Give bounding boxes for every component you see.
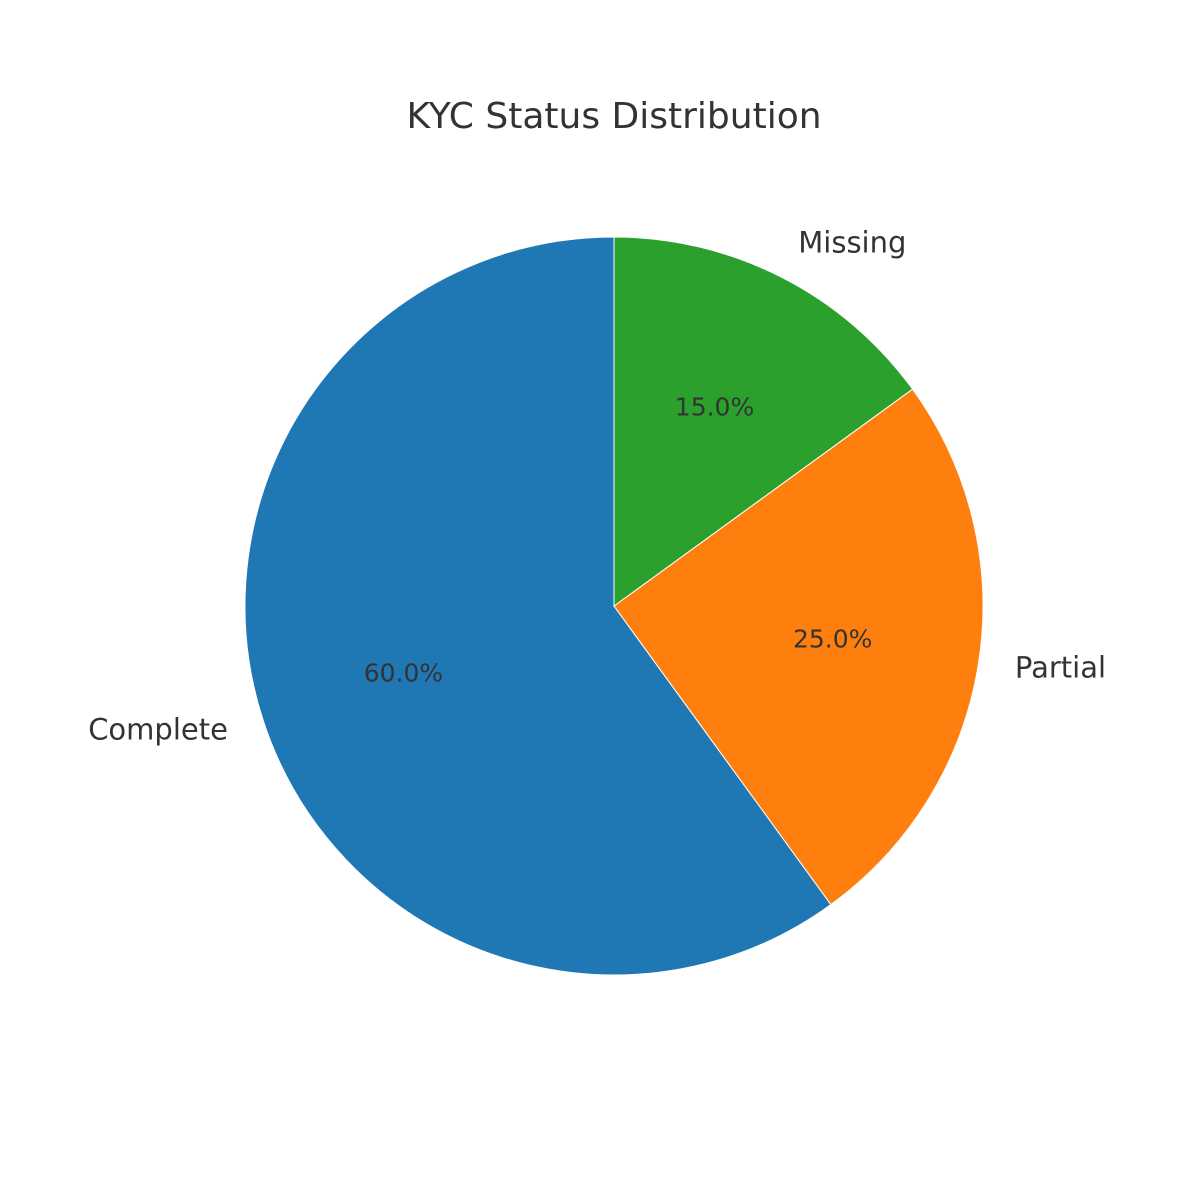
chart-title: KYC Status Distribution xyxy=(406,96,821,137)
pie-slice-missing xyxy=(613,236,914,607)
slice-pct-label-complete: 60.0% xyxy=(364,658,443,687)
slice-pct-label-missing: 15.0% xyxy=(675,393,754,422)
slices-layer xyxy=(244,236,984,976)
slice-label-complete: Complete xyxy=(88,712,228,746)
slice-pct-label-partial: 25.0% xyxy=(793,625,872,654)
labels-layer: Complete 60.0% Partial 25.0% Missing 15.0% xyxy=(88,225,1106,746)
slice-label-partial: Partial xyxy=(1015,650,1106,684)
slice-label-missing: Missing xyxy=(798,225,906,259)
pie-slice-partial xyxy=(613,388,984,906)
pie-slice-complete xyxy=(244,236,832,976)
